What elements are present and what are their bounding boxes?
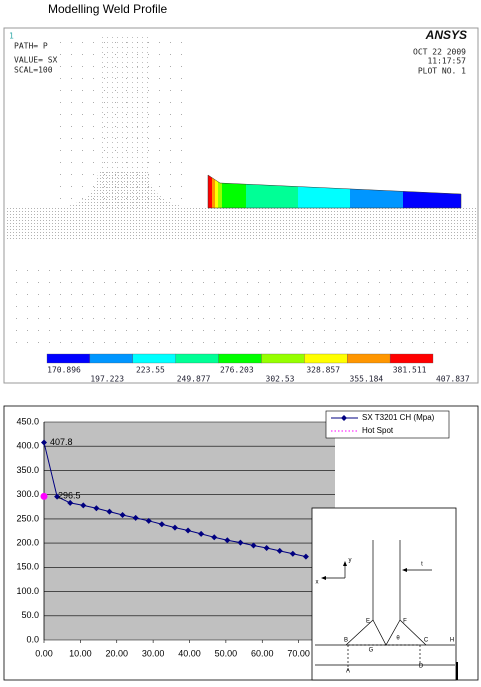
data-point bbox=[93, 505, 100, 512]
x-tick-label: 40.00 bbox=[178, 648, 201, 658]
data-point bbox=[276, 547, 283, 554]
legend-band bbox=[89, 353, 133, 364]
legend-band bbox=[46, 353, 91, 364]
legend-value: 197.223 bbox=[90, 375, 124, 384]
y-tick-label: 0.0 bbox=[26, 634, 39, 644]
data-point bbox=[40, 492, 48, 500]
contour-band bbox=[212, 175, 215, 208]
x-tick-label: 0.00 bbox=[35, 648, 53, 658]
diagram-label: x bbox=[316, 580, 319, 586]
diagram-label: A bbox=[346, 669, 350, 675]
data-point bbox=[54, 493, 61, 500]
date: OCT 22 2009 bbox=[413, 48, 466, 57]
legend-value: 170.896 bbox=[47, 366, 81, 375]
data-label: 407.8 bbox=[50, 437, 73, 447]
legend-band bbox=[347, 353, 391, 364]
y-tick-label: 300.0 bbox=[16, 489, 39, 499]
legend-value: 407.837 bbox=[436, 375, 470, 384]
legend-band bbox=[389, 353, 434, 364]
plot-number: PLOT NO. 1 bbox=[418, 67, 466, 76]
legend-value: 381.511 bbox=[393, 366, 427, 375]
legend-band bbox=[218, 353, 262, 364]
legend-band bbox=[132, 353, 176, 364]
data-point bbox=[171, 524, 178, 531]
diagram-label: B bbox=[344, 638, 348, 644]
diagram-label: E bbox=[366, 619, 370, 625]
data-point bbox=[158, 521, 165, 528]
value-label: VALUE= SX bbox=[14, 56, 58, 65]
y-tick-label: 250.0 bbox=[16, 513, 39, 523]
mesh bbox=[6, 260, 476, 350]
y-tick-label: 200.0 bbox=[16, 537, 39, 547]
diagram-label: D bbox=[419, 664, 424, 670]
contour-outline bbox=[207, 174, 462, 209]
diagram-label: C bbox=[424, 638, 429, 644]
data-point bbox=[132, 514, 139, 521]
legend-label: SX T3201 CH (Mpa) bbox=[362, 413, 435, 422]
diagram-label: y bbox=[349, 558, 352, 564]
data-point bbox=[263, 544, 270, 551]
legend-value: 276.203 bbox=[220, 366, 254, 375]
data-point bbox=[198, 530, 205, 537]
scale-label: SCAL=100 bbox=[14, 66, 53, 75]
y-tick-label: 50.0 bbox=[21, 610, 39, 620]
data-point bbox=[185, 527, 192, 534]
x-tick-label: 30.00 bbox=[142, 648, 165, 658]
data-point bbox=[250, 542, 257, 549]
data-point bbox=[211, 534, 218, 541]
contour-band bbox=[215, 175, 218, 208]
mesh bbox=[60, 170, 190, 208]
legend-label: Hot Spot bbox=[362, 426, 394, 435]
ansys-plot: 1 PATH= P VALUE= SX SCAL=100 ANSYS OCT 2… bbox=[3, 27, 479, 384]
data-point bbox=[119, 512, 126, 519]
path-label: PATH= P bbox=[14, 42, 48, 51]
diagram-label: G bbox=[369, 648, 374, 654]
y-tick-label: 400.0 bbox=[16, 441, 39, 451]
y-tick-label: 150.0 bbox=[16, 562, 39, 572]
ansys-logo: ANSYS bbox=[425, 28, 467, 42]
x-tick-label: 60.00 bbox=[251, 648, 274, 658]
contour-band bbox=[218, 175, 222, 208]
diagram-label: F bbox=[403, 619, 407, 625]
data-point bbox=[67, 499, 74, 506]
inset-frame bbox=[311, 507, 457, 681]
inset-diagram: y x t E F B Gθ C H A D bbox=[311, 507, 458, 681]
data-point bbox=[80, 502, 87, 509]
data-point bbox=[289, 550, 296, 557]
data-point bbox=[145, 517, 152, 524]
y-tick-label: 100.0 bbox=[16, 586, 39, 596]
data-point bbox=[106, 508, 113, 515]
window-number: 1 bbox=[9, 32, 14, 41]
doc-title: Modelling Weld Profile bbox=[48, 2, 167, 16]
diagram-label: θ bbox=[396, 636, 400, 642]
data-point bbox=[41, 439, 47, 446]
legend-value: 355.184 bbox=[350, 375, 384, 384]
legend-marker bbox=[341, 415, 347, 421]
contour-band bbox=[208, 175, 212, 208]
x-tick-label: 10.00 bbox=[69, 648, 92, 658]
legend-value: 249.877 bbox=[177, 375, 211, 384]
diagram-label: H bbox=[450, 638, 454, 644]
data-point bbox=[302, 553, 309, 560]
legend-band bbox=[304, 353, 348, 364]
legend-band bbox=[175, 353, 219, 364]
y-tick-label: 450.0 bbox=[16, 416, 39, 426]
legend-box bbox=[325, 410, 450, 439]
data-point bbox=[224, 537, 231, 544]
data-point bbox=[237, 539, 244, 546]
mesh bbox=[6, 208, 476, 240]
x-tick-label: 50.00 bbox=[215, 648, 238, 658]
data-label: 296.5 bbox=[58, 491, 81, 501]
legend-value: 302.53 bbox=[266, 375, 295, 384]
time: 11:17:57 bbox=[427, 57, 466, 66]
legend-band bbox=[261, 353, 305, 364]
x-tick-label: 20.00 bbox=[105, 648, 128, 658]
y-tick-label: 350.0 bbox=[16, 465, 39, 475]
x-tick-label: 70.00 bbox=[287, 648, 310, 658]
legend-value: 223.55 bbox=[136, 366, 165, 375]
diagram-label: t bbox=[421, 562, 423, 568]
legend-value: 328.857 bbox=[306, 366, 340, 375]
